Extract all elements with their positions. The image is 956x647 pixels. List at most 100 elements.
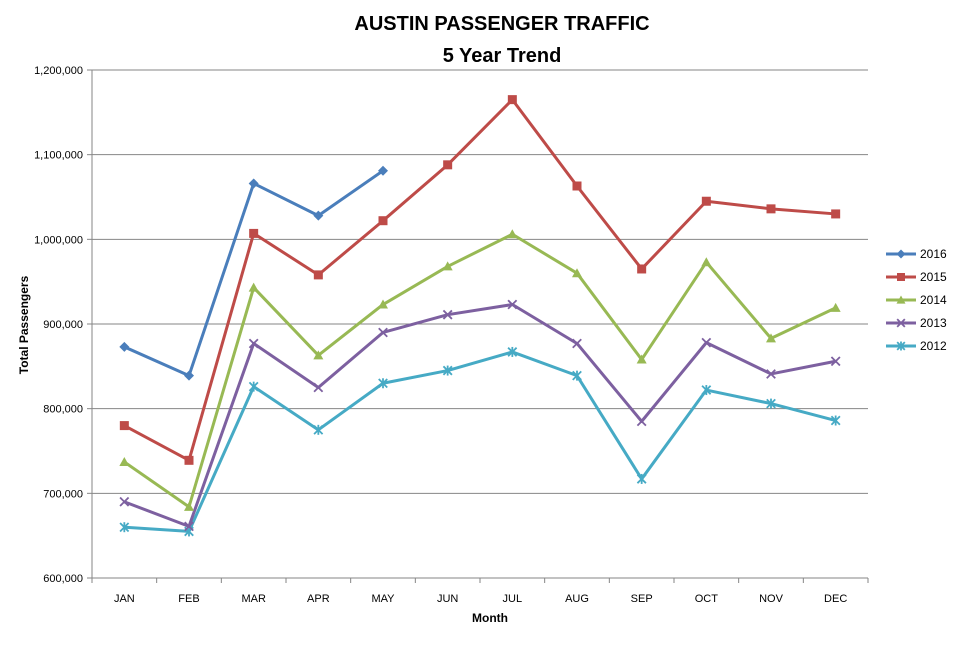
data-point: [572, 370, 582, 381]
data-point: [897, 273, 905, 281]
data-point: [572, 338, 582, 349]
y-tick-label: 1,100,000: [34, 150, 83, 162]
data-point: [507, 299, 518, 310]
data-point: [443, 160, 453, 170]
x-tick-label: DEC: [824, 593, 847, 605]
y-tick-label: 1,000,000: [34, 234, 83, 246]
chart-title: AUSTIN PASSENGER TRAFFIC: [354, 13, 649, 35]
data-point: [830, 302, 841, 312]
x-tick-label: AUG: [565, 593, 589, 605]
data-point: [442, 365, 453, 376]
legend-item: 2015: [886, 270, 947, 284]
legend-item: 2012: [886, 339, 947, 353]
series-2014: [119, 229, 841, 511]
data-point: [248, 282, 259, 292]
x-tick-label: APR: [307, 593, 330, 605]
data-point: [896, 249, 906, 259]
data-point: [119, 421, 129, 431]
data-point: [896, 341, 906, 351]
data-point: [507, 346, 518, 357]
legend-item: 2016: [886, 247, 947, 261]
series-2016: [119, 165, 388, 381]
x-tick-labels: JAN FEB MAR APR MAY JUN JUL AUG SEP OCT NOV DEC: [114, 593, 847, 605]
data-point: [313, 424, 324, 435]
data-point: [766, 398, 776, 409]
data-point: [248, 338, 259, 349]
data-point: [507, 95, 517, 105]
x-tick-label: JUN: [437, 593, 458, 605]
data-point: [766, 204, 776, 214]
y-tick-label: 700,000: [43, 488, 83, 500]
legend-label: 2015: [920, 270, 947, 284]
x-tick-label: JUL: [503, 593, 523, 605]
y-tick-label: 800,000: [43, 404, 83, 416]
x-tick-label: OCT: [695, 593, 719, 605]
data-point: [313, 382, 324, 393]
data-point: [637, 264, 647, 274]
data-point: [313, 210, 324, 221]
legend-label: 2012: [920, 339, 947, 353]
grid-lines: [92, 69, 868, 494]
data-point: [636, 416, 647, 427]
data-point: [378, 327, 388, 338]
data-point: [378, 378, 388, 389]
legend-label: 2016: [920, 247, 947, 261]
legend-label: 2013: [920, 316, 947, 330]
data-point: [701, 337, 712, 348]
data-point: [766, 333, 776, 343]
y-tick-label: 900,000: [43, 319, 83, 331]
legend: 2016 2015 2014 2013 2012: [886, 247, 947, 353]
data-point: [701, 196, 711, 206]
data-point: [831, 209, 841, 219]
data-point: [313, 270, 323, 280]
legend-item: 2013: [886, 316, 947, 330]
data-point: [701, 385, 712, 396]
data-point: [119, 457, 130, 467]
series-line: [123, 303, 836, 528]
series-2015: [119, 95, 841, 465]
data-point: [119, 341, 130, 352]
series-line: [124, 350, 837, 533]
data-point: [442, 261, 453, 271]
data-point: [184, 455, 194, 465]
series-line: [123, 98, 836, 462]
data-point: [830, 356, 841, 367]
series-2012: [119, 346, 841, 537]
data-point: [507, 229, 518, 239]
data-point: [119, 522, 130, 533]
data-point: [701, 257, 712, 267]
data-point: [636, 354, 647, 364]
x-tick-label: MAR: [241, 593, 266, 605]
chart-subtitle: 5 Year Trend: [443, 45, 562, 67]
y-tick-labels: 600,000 700,000 800,000 900,000 1,000,000 1,1…: [34, 65, 83, 585]
data-point: [249, 228, 259, 238]
data-point: [896, 295, 906, 304]
data-point: [766, 369, 776, 379]
data-point: [184, 370, 194, 381]
x-tick-label: MAY: [371, 593, 395, 605]
x-tick-label: SEP: [631, 593, 653, 605]
data-point: [442, 309, 453, 320]
x-tick-label: FEB: [178, 593, 199, 605]
data-point: [896, 318, 906, 328]
series-2013: [119, 299, 841, 532]
x-axis-title: Month: [472, 611, 508, 625]
y-tick-label: 600,000: [43, 573, 83, 585]
data-point: [636, 473, 647, 484]
data-point: [572, 181, 582, 191]
y-axis-title: Total Passengers: [17, 275, 31, 374]
data-point: [248, 178, 259, 189]
legend-item: 2014: [886, 293, 947, 307]
series-lines: [119, 95, 841, 537]
x-tick-label: JAN: [114, 593, 135, 605]
series-line: [123, 232, 837, 509]
data-point: [572, 268, 582, 278]
data-point: [378, 216, 388, 226]
axes: [87, 69, 869, 583]
data-point: [248, 381, 259, 392]
legend-label: 2014: [920, 293, 947, 307]
y-tick-label: 1,200,000: [34, 65, 83, 77]
data-point: [184, 501, 194, 511]
